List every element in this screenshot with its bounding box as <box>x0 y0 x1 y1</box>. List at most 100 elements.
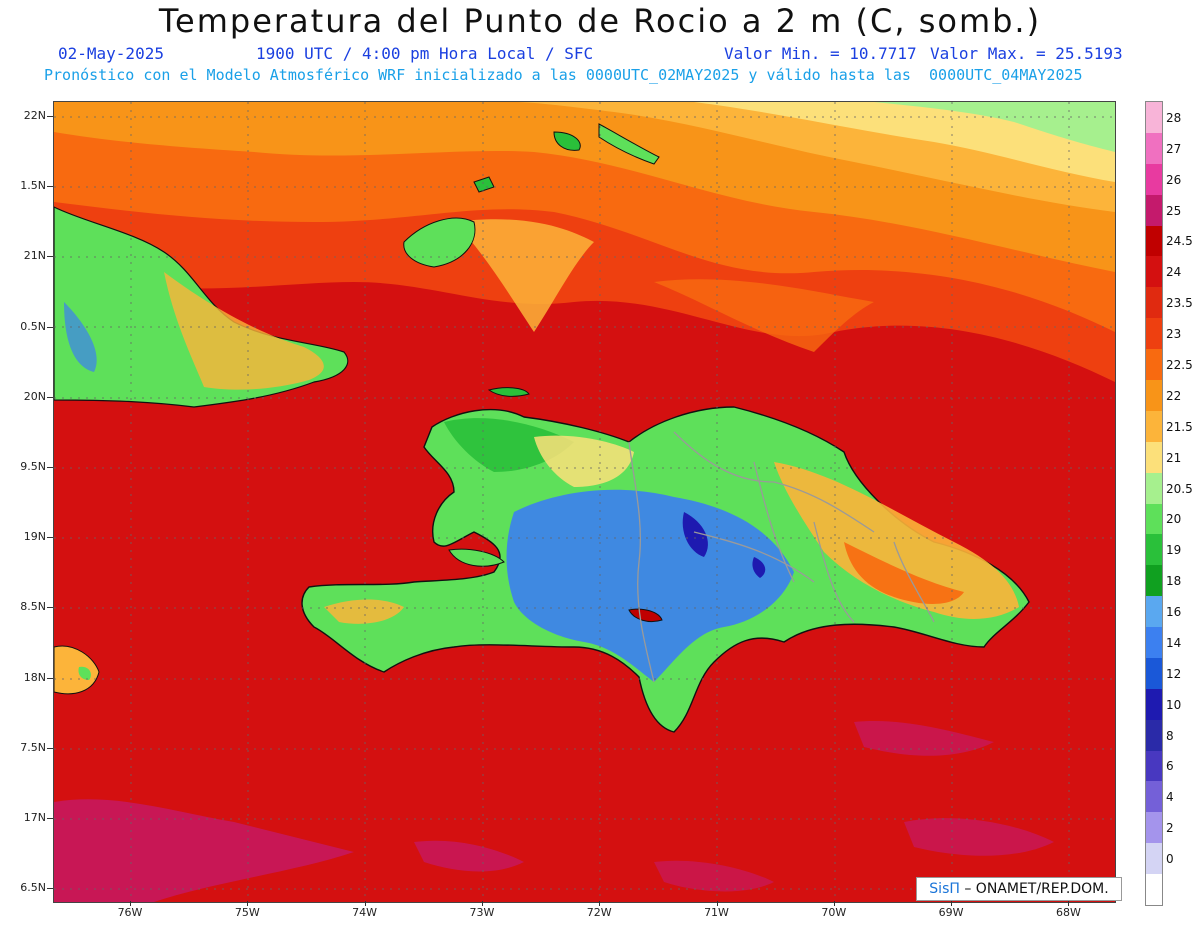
legend-label: 25 <box>1166 203 1182 218</box>
legend-swatch <box>1146 256 1162 288</box>
legend-swatch <box>1146 657 1162 690</box>
legend-swatch <box>1146 194 1162 227</box>
longitude-label: 69W <box>938 906 964 919</box>
legend-label: 21 <box>1166 450 1182 465</box>
orange-streaks-2 <box>654 279 874 352</box>
latitude-tick <box>47 677 53 679</box>
hispaniola-yellow-east <box>774 462 1019 619</box>
latitude-label: 0.5N <box>20 319 46 333</box>
latitude-label: 1.5N <box>20 179 46 193</box>
latitude-tick <box>47 747 53 749</box>
legend-label: 24.5 <box>1166 234 1193 249</box>
latitude-label: 18N <box>23 670 46 684</box>
north-yellow-band <box>54 102 1115 212</box>
legend-swatch <box>1146 812 1162 844</box>
longitude-tick <box>130 901 131 906</box>
time-label: 1900 UTC / 4:00 pm Hora Local / SFC <box>256 44 594 63</box>
hispaniola-green-north <box>444 418 574 472</box>
latitude-tick <box>47 116 53 117</box>
latitude-tick <box>47 607 53 609</box>
legend-label: 4 <box>1166 790 1174 805</box>
legend-swatch <box>1146 503 1162 535</box>
latitude-label: 9.5N <box>20 460 46 473</box>
gonave-island <box>448 548 505 567</box>
legend-swatch <box>1146 627 1162 659</box>
longitude-label: 72W <box>586 906 612 919</box>
latitude-tick <box>47 537 53 539</box>
grid-lines <box>54 102 1115 902</box>
jamaica-green <box>78 666 91 680</box>
legend-label: 21.5 <box>1166 419 1193 434</box>
legend-swatch <box>1146 688 1162 721</box>
legend-label: 14 <box>1166 635 1182 650</box>
longitude-tick <box>951 901 953 906</box>
longitude-label: 70W <box>821 906 847 919</box>
legend-label: 28 <box>1166 110 1182 125</box>
legend-swatch <box>1146 534 1162 566</box>
latitude-label: 17N <box>23 811 46 824</box>
longitude-label: 76W <box>117 906 143 919</box>
longitude-label: 75W <box>234 906 260 919</box>
legend-label: 20.5 <box>1166 481 1193 496</box>
legend-swatch <box>1146 719 1162 752</box>
hispaniola-dark-blue <box>682 512 708 557</box>
longitude-tick <box>599 901 601 906</box>
legend-label: 23.5 <box>1166 296 1193 311</box>
legend-swatch <box>1146 472 1162 504</box>
inagua-island <box>403 217 476 268</box>
color-legend <box>1145 101 1163 906</box>
latitude-label: 8.5N <box>20 600 46 614</box>
credit-text: – ONAMET/REP.DOM. <box>964 881 1109 897</box>
legend-swatch <box>1146 781 1162 813</box>
legend-swatch <box>1146 287 1162 319</box>
south-magenta-5 <box>654 860 774 892</box>
legend-label: 27 <box>1166 141 1182 156</box>
legend-label: 8 <box>1166 728 1174 743</box>
south-magenta-3 <box>854 721 994 756</box>
latitude-label: 7.5N <box>20 740 46 754</box>
hispaniola-orange-east <box>844 542 964 604</box>
legend-swatch <box>1146 750 1162 782</box>
longitude-tick <box>716 901 718 906</box>
legend-swatch <box>1146 596 1162 628</box>
dewpoint-map <box>53 101 1116 903</box>
legend-label: 22 <box>1166 388 1182 403</box>
island-small-2 <box>553 131 581 151</box>
legend-swatch <box>1146 349 1162 381</box>
longitude-tick <box>1068 901 1070 906</box>
max-value-label: Valor Max. = 25.5193 <box>930 44 1123 63</box>
hispaniola-blue-center <box>506 489 794 682</box>
legend-swatch <box>1146 225 1162 257</box>
subtitle: Pronóstico con el Modelo Atmosférico WRF… <box>44 66 1083 84</box>
south-magenta-2 <box>414 840 524 872</box>
legend-label: 24 <box>1166 265 1182 280</box>
cuba-yellow-coast <box>164 272 324 390</box>
longitude-tick <box>364 901 366 906</box>
longitude-tick <box>833 901 835 906</box>
legend-label: 0 <box>1166 852 1174 867</box>
latitude-label: 6.5N <box>20 881 46 895</box>
hispaniola-yellow-north <box>534 435 634 487</box>
legend-label: 20 <box>1166 512 1182 527</box>
latitude-tick <box>47 186 53 188</box>
latitude-label: 20N <box>23 389 46 403</box>
legend-swatch <box>1146 379 1162 412</box>
north-pale-yellow <box>694 102 1115 182</box>
legend-label: 2 <box>1166 821 1174 836</box>
legend-swatch <box>1146 102 1162 134</box>
latitude-label: 21N <box>23 249 46 263</box>
legend-swatch <box>1146 565 1162 597</box>
south-magenta-4 <box>904 818 1054 856</box>
min-value-label: Valor Min. = 10.7717 <box>724 44 917 63</box>
legend-label: 23 <box>1166 327 1182 342</box>
lake-enriquillo <box>628 608 663 623</box>
province-borders <box>628 431 935 683</box>
northeast-light-green <box>874 102 1115 152</box>
date-label: 02-May-2025 <box>58 44 164 63</box>
latitude-label: 19N <box>23 530 46 544</box>
longitude-label: 74W <box>352 906 378 919</box>
longitude-label: 71W <box>704 906 729 919</box>
longitude-label: 68W <box>1055 906 1081 919</box>
jamaica-tip <box>54 645 100 695</box>
legend-swatch <box>1146 843 1162 875</box>
